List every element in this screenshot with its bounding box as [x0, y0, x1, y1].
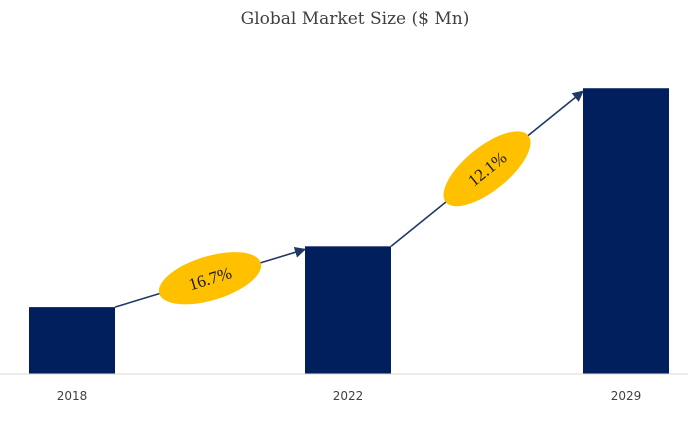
- cagr-badge-2: 12.1%: [443, 131, 531, 207]
- cagr-badge-1: 16.7%: [158, 252, 262, 305]
- x-tick-labels: 2018 2022 2029: [57, 389, 642, 403]
- x-tick-label-2018: 2018: [57, 389, 88, 403]
- bar-2029: [583, 88, 669, 375]
- x-tick-label-2022: 2022: [333, 389, 364, 403]
- cagr-ellipse-2: [443, 131, 531, 207]
- bar-2018: [29, 307, 115, 374]
- chart-title: Global Market Size ($ Mn): [241, 9, 470, 29]
- x-tick-label-2029: 2029: [611, 389, 642, 403]
- cagr-ellipse-1: [158, 252, 262, 305]
- bar-2022: [305, 246, 391, 374]
- bars-layer: [29, 88, 669, 375]
- cagr-annotations: 16.7% 12.1%: [114, 90, 584, 308]
